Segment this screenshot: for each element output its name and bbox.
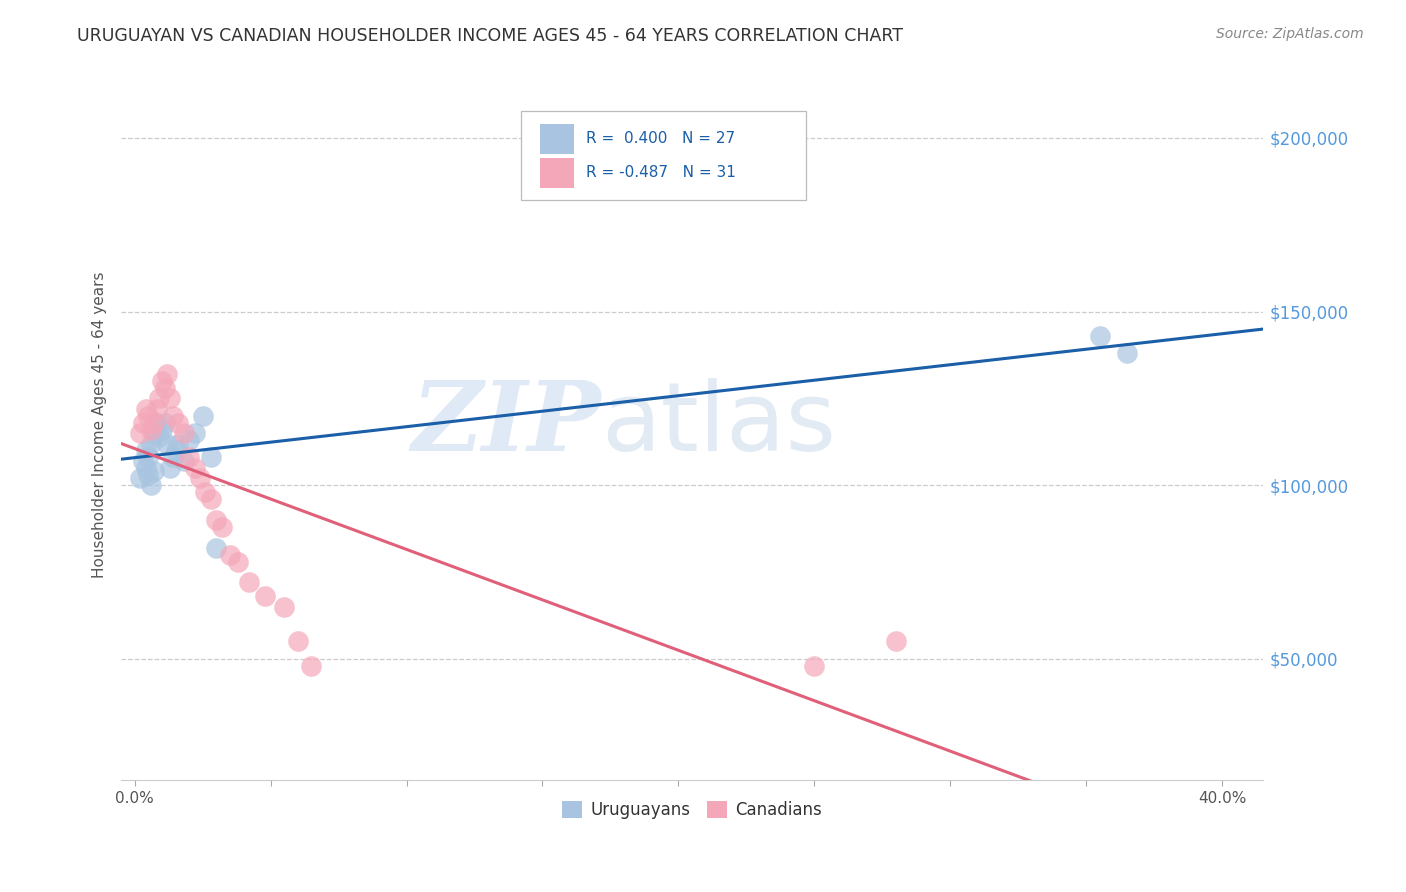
Point <box>135 443 157 458</box>
Legend: Uruguayans, Canadians: Uruguayans, Canadians <box>555 794 828 825</box>
Point <box>142 416 165 430</box>
Point <box>226 555 249 569</box>
Point <box>167 416 190 430</box>
Point <box>165 443 187 458</box>
Point <box>179 433 201 447</box>
Point <box>205 513 228 527</box>
Point <box>200 450 222 465</box>
Point <box>153 381 176 395</box>
Point <box>139 436 162 450</box>
Point <box>188 471 211 485</box>
Point <box>179 450 201 465</box>
Bar <box>540 124 575 154</box>
Point <box>194 485 217 500</box>
Point <box>884 634 907 648</box>
Text: R = -0.487   N = 31: R = -0.487 N = 31 <box>586 165 735 180</box>
Y-axis label: Householder Income Ages 45 - 64 years: Householder Income Ages 45 - 64 years <box>93 271 107 578</box>
Point <box>200 491 222 506</box>
Point <box>159 460 181 475</box>
Point <box>162 409 184 423</box>
Point <box>205 541 228 555</box>
Point <box>135 460 157 475</box>
Point <box>132 454 155 468</box>
Point <box>191 409 214 423</box>
Point <box>139 478 162 492</box>
Point <box>148 392 170 406</box>
Point <box>150 423 173 437</box>
Point <box>138 409 160 423</box>
Point <box>1088 329 1111 343</box>
Text: URUGUAYAN VS CANADIAN HOUSEHOLDER INCOME AGES 45 - 64 YEARS CORRELATION CHART: URUGUAYAN VS CANADIAN HOUSEHOLDER INCOME… <box>77 27 903 45</box>
FancyBboxPatch shape <box>520 112 806 200</box>
Point <box>1115 346 1137 360</box>
Point <box>301 658 323 673</box>
Point <box>173 454 195 468</box>
Point <box>219 548 242 562</box>
Point <box>254 589 277 603</box>
Point <box>153 416 176 430</box>
Point <box>211 520 233 534</box>
Point <box>145 416 167 430</box>
Point <box>129 426 152 441</box>
Point <box>148 429 170 443</box>
Point <box>129 471 152 485</box>
Point <box>145 401 167 416</box>
Point <box>159 392 181 406</box>
Point <box>167 436 190 450</box>
Text: Source: ZipAtlas.com: Source: ZipAtlas.com <box>1216 27 1364 41</box>
Point <box>138 450 160 465</box>
Point <box>173 426 195 441</box>
Point <box>273 599 295 614</box>
Point <box>142 464 165 478</box>
Point <box>138 467 160 482</box>
Point <box>132 416 155 430</box>
Point <box>142 426 165 441</box>
Point <box>287 634 309 648</box>
Point <box>803 658 825 673</box>
Point <box>135 401 157 416</box>
Text: ZIP: ZIP <box>411 377 600 471</box>
Point <box>183 426 205 441</box>
Text: atlas: atlas <box>600 378 835 471</box>
Point <box>162 450 184 465</box>
Point <box>139 423 162 437</box>
Point <box>183 460 205 475</box>
Point <box>156 436 179 450</box>
Point <box>150 374 173 388</box>
Bar <box>540 158 575 188</box>
Point <box>238 575 260 590</box>
Text: R =  0.400   N = 27: R = 0.400 N = 27 <box>586 131 735 145</box>
Point <box>156 367 179 381</box>
